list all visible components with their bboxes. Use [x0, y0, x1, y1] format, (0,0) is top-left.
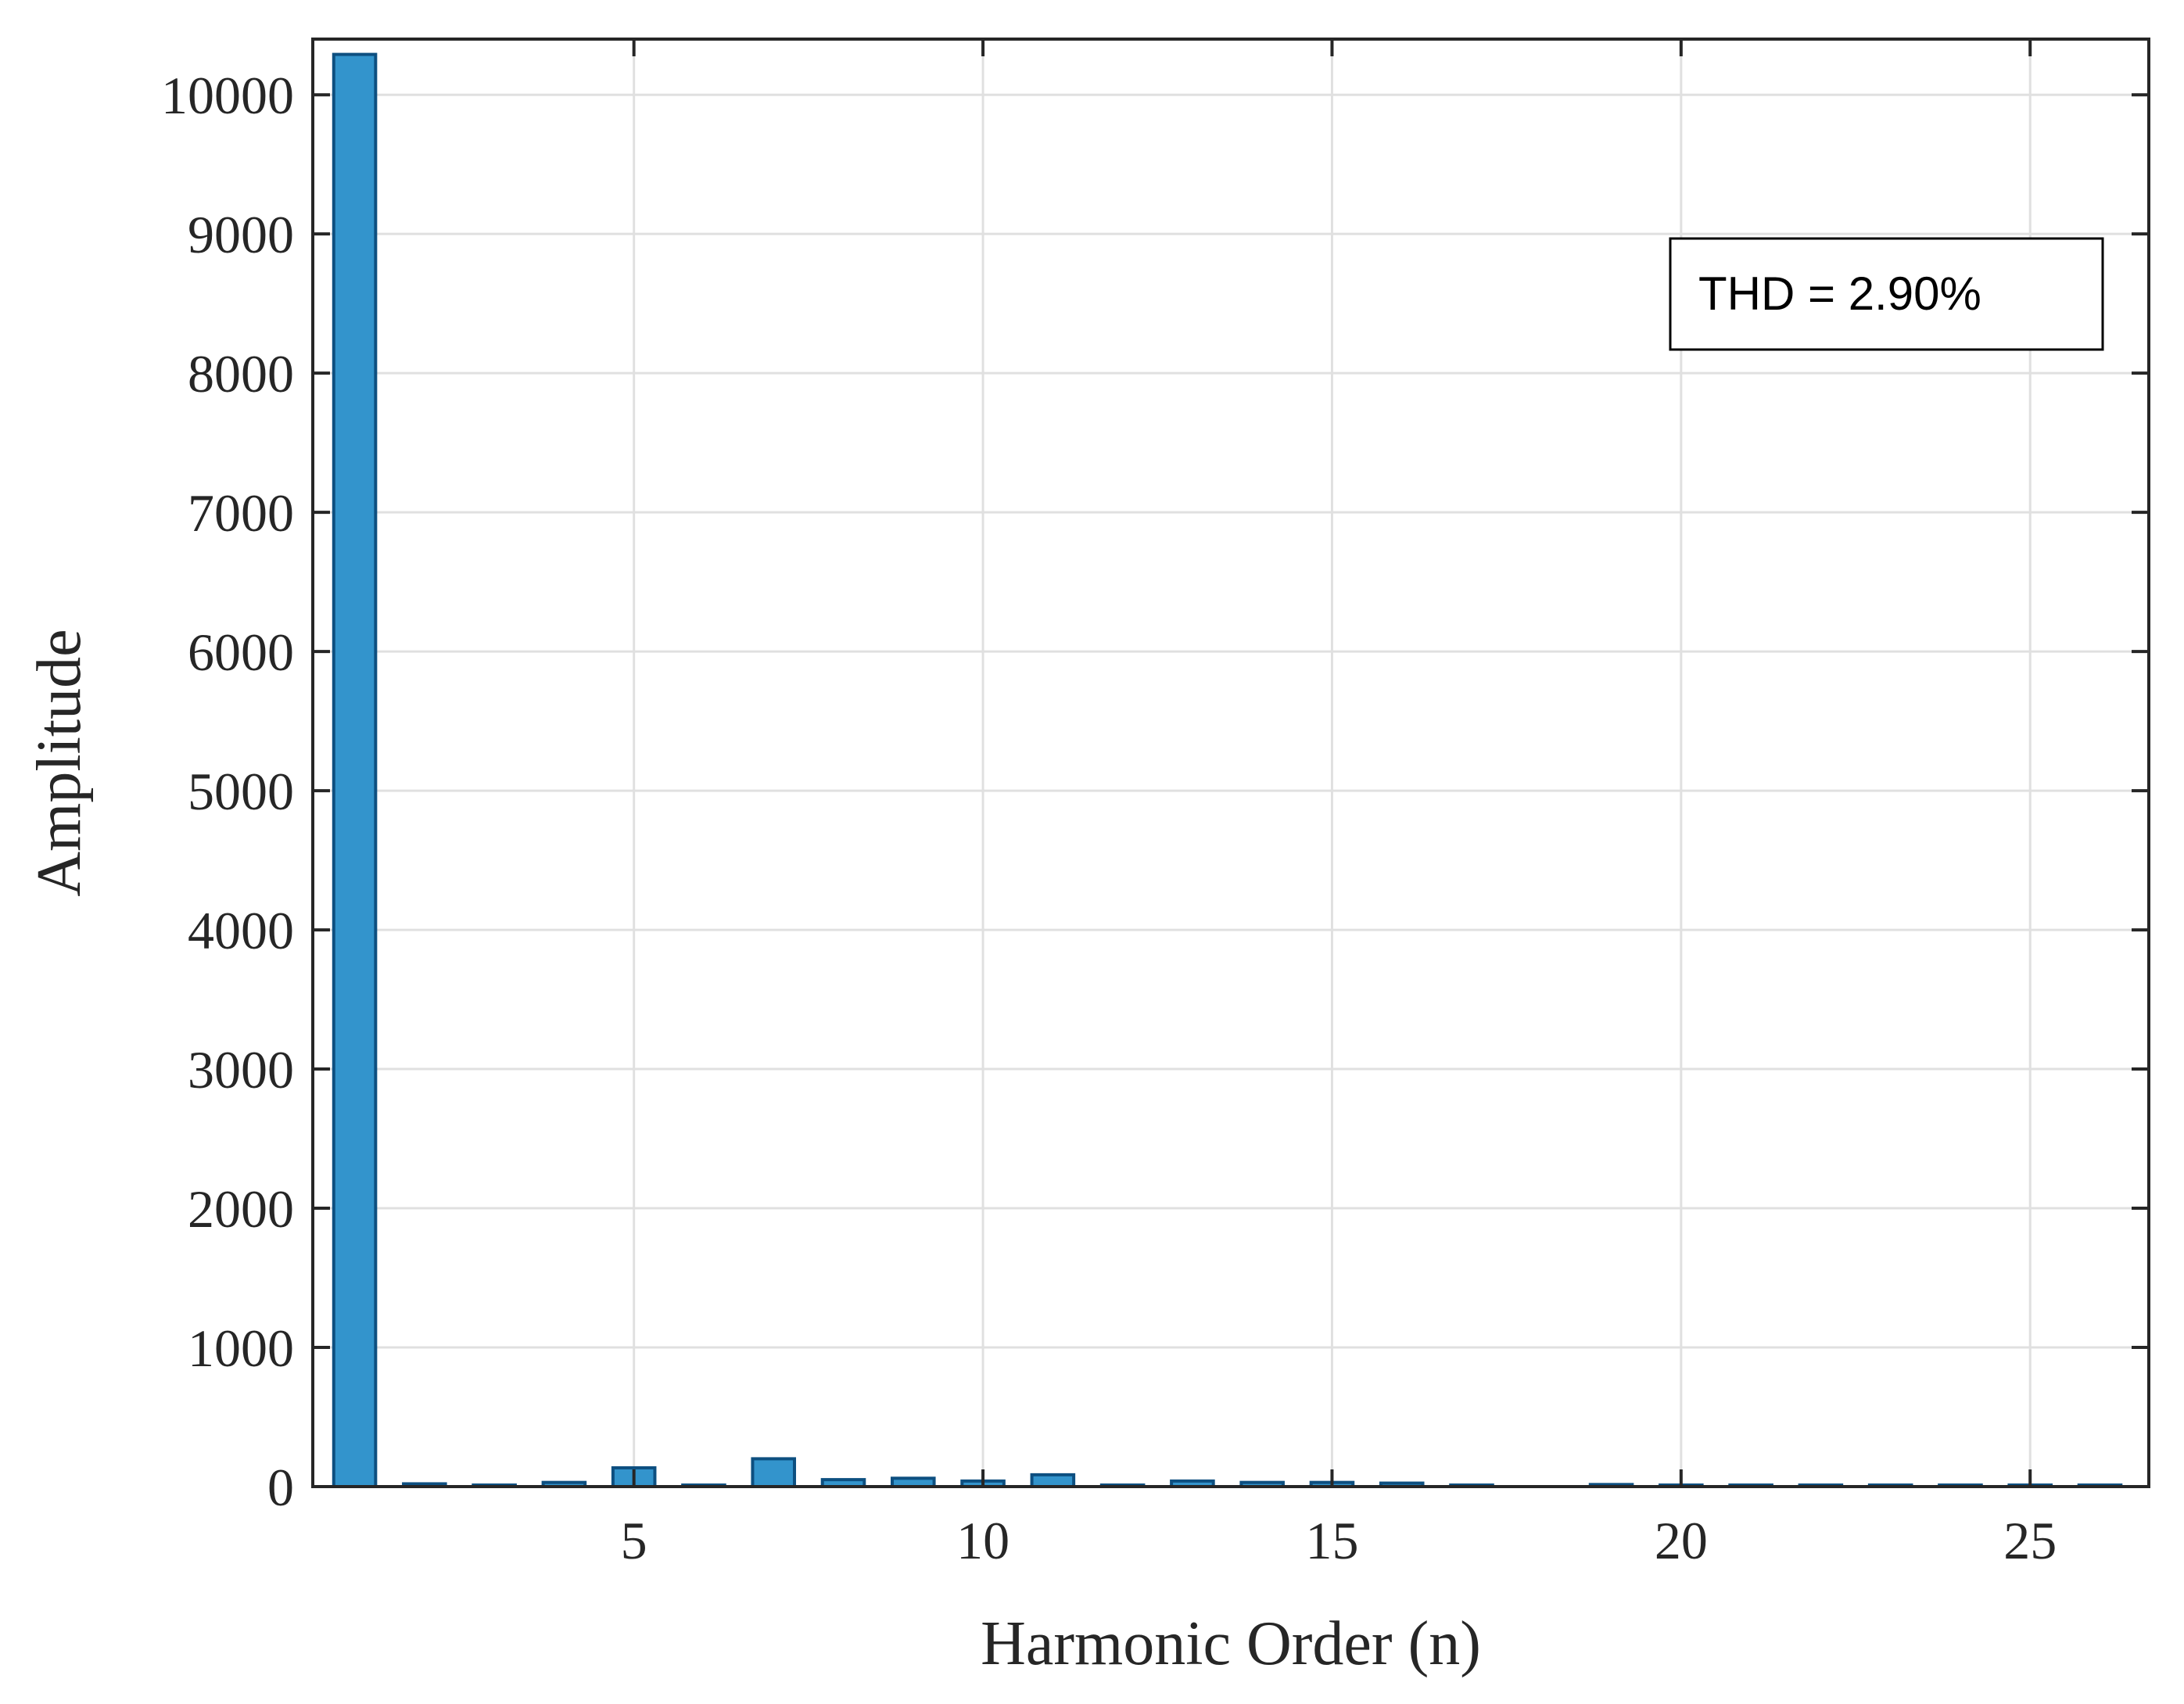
y-tick-label: 4000	[188, 901, 294, 960]
y-tick-label: 10000	[161, 66, 294, 125]
y-tick-labels: 0 1000 2000 3000 4000 5000 6000 7000 8000 9000 100…	[161, 66, 294, 1517]
y-tick-label: 5000	[188, 762, 294, 821]
bar-harmonic-1	[332, 52, 378, 1488]
x-tick-label: 20	[1655, 1511, 1708, 1570]
y-axis-label: Amplitude	[25, 629, 94, 896]
y-tick-label: 9000	[188, 205, 294, 264]
thd-annotation-box	[1669, 237, 2104, 351]
bar-harmonic-11	[1030, 1473, 1076, 1488]
x-tick-label: 10	[956, 1511, 1010, 1570]
plot-area-frame	[311, 38, 2150, 1488]
y-tick-label: 1000	[188, 1318, 294, 1378]
x-tick-label: 25	[2003, 1511, 2057, 1570]
y-tick-label: 7000	[188, 483, 294, 543]
tick-marks	[313, 39, 2149, 1488]
grid-lines	[313, 39, 2149, 1487]
thd-annotation: THD = 2.90%	[1669, 237, 2104, 351]
y-tick-label: 6000	[188, 622, 294, 682]
y-tick-label: 0	[267, 1458, 294, 1517]
bar-harmonic-7	[751, 1457, 797, 1488]
x-tick-label: 5	[621, 1511, 647, 1570]
x-tick-labels: 5 10 15 20 25	[621, 1511, 2057, 1570]
y-tick-label: 3000	[188, 1040, 294, 1100]
x-tick-label: 15	[1305, 1511, 1358, 1570]
y-tick-label: 8000	[188, 344, 294, 404]
thd-annotation-text: THD = 2.90%	[1698, 267, 1981, 320]
y-tick-label: 2000	[188, 1179, 294, 1239]
x-axis-label: Harmonic Order (n)	[981, 1609, 1481, 1678]
